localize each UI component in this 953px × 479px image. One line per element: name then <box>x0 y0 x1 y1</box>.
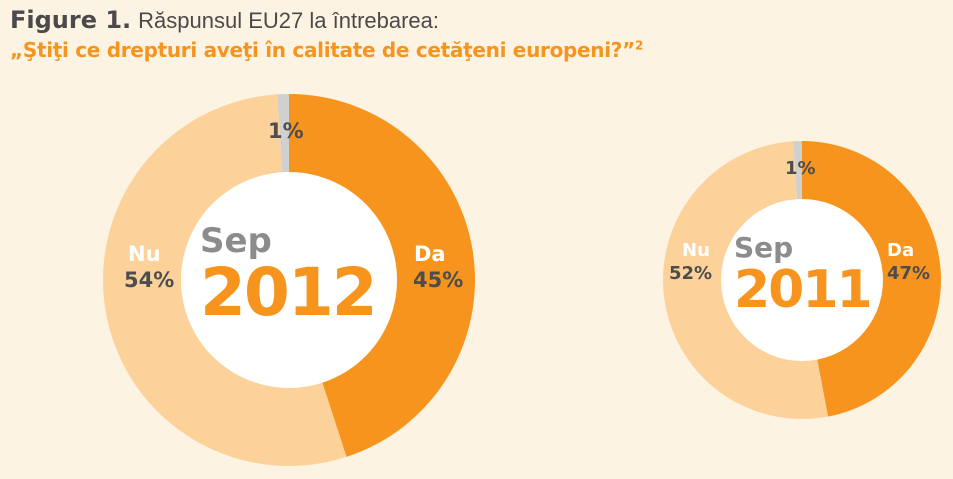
chart1-da-value: 45% <box>413 268 464 292</box>
chart2-center-label: Sep 2011 <box>734 231 873 320</box>
chart2-month: Sep <box>734 231 794 264</box>
chart2-other-value: 1% <box>785 158 816 179</box>
figure-title: Figure 1. Răspunsul EU27 la întrebarea: <box>10 6 439 34</box>
footnote-ref: 2 <box>634 38 643 53</box>
figure-caption: Răspunsul EU27 la întrebarea: <box>138 8 440 33</box>
question-text: „Ştiţi ce drepturi aveţi în calitate de … <box>10 38 635 62</box>
chart1-other-value: 1% <box>268 119 304 143</box>
chart1-donut-hole <box>181 172 397 388</box>
chart2-nu-value: 52% <box>669 263 713 284</box>
chart2-da-value: 47% <box>887 263 931 284</box>
chart1-year: 2012 <box>200 254 378 331</box>
chart2-donut-hole <box>721 199 883 361</box>
figure-question: „Ştiţi ce drepturi aveţi în calitate de … <box>10 38 643 62</box>
chart1-nu-label: Nu <box>128 242 161 266</box>
chart2-nu-label: Nu <box>682 240 710 261</box>
chart1-da-label: Da <box>414 242 446 266</box>
chart1-nu-value: 54% <box>124 268 175 292</box>
chart1-center-label: Sep 2012 <box>200 221 378 331</box>
chart1-month: Sep <box>200 221 272 261</box>
chart2-year: 2011 <box>734 260 873 320</box>
chart2-da-label: Da <box>887 240 915 261</box>
figure-number: Figure 1. <box>10 6 132 34</box>
